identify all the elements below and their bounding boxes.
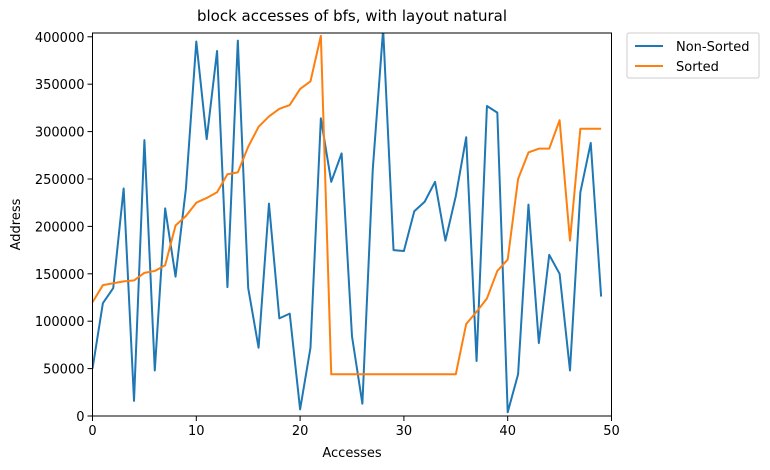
- y-tick-label: 400000: [35, 31, 85, 46]
- x-tick-label: 30: [396, 424, 413, 439]
- y-tick-label: 100000: [35, 315, 85, 330]
- x-tick-label: 50: [603, 424, 620, 439]
- chart-title: block accesses of bfs, with layout natur…: [197, 7, 507, 25]
- series-line-sorted: [92, 34, 602, 376]
- series-line-non-sorted: [92, 33, 603, 414]
- y-axis-label: Address: [9, 198, 24, 250]
- x-tick-label: 10: [188, 424, 205, 439]
- y-tick-label: 250000: [35, 173, 85, 188]
- y-tick-label: 200000: [35, 220, 85, 235]
- y-tick-label: 0: [76, 410, 84, 425]
- y-tick-label: 350000: [35, 78, 85, 93]
- plot-area-frame: [92, 32, 612, 417]
- y-tick-label: 50000: [43, 363, 84, 378]
- x-axis-label: Accesses: [322, 446, 382, 461]
- y-tick-label: 150000: [35, 268, 85, 283]
- series-layer: [92, 33, 603, 414]
- x-tick-label: 0: [88, 424, 96, 439]
- legend-label-sorted: Sorted: [676, 60, 719, 75]
- x-axis: 0 10 20 30 40 50: [88, 416, 620, 439]
- legend-label-non-sorted: Non-Sorted: [676, 40, 750, 55]
- x-tick-label: 20: [292, 424, 309, 439]
- x-tick-label: 40: [499, 424, 516, 439]
- y-axis: 0 50000 100000 150000 200000 250000 300000 3500…: [35, 31, 93, 425]
- y-tick-label: 300000: [35, 126, 85, 141]
- legend: Non-Sorted Sorted: [626, 32, 760, 79]
